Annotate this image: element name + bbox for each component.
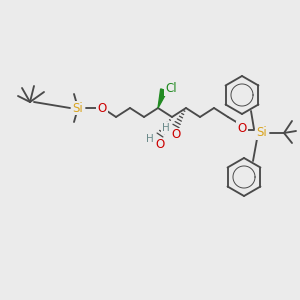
Text: H: H [162,123,170,133]
Text: O: O [155,139,165,152]
Polygon shape [158,89,167,108]
Text: O: O [237,122,247,134]
Text: Cl: Cl [165,82,177,95]
Text: Si: Si [256,127,267,140]
Text: O: O [171,128,181,142]
Text: H: H [146,134,154,144]
Text: Si: Si [73,101,83,115]
Text: O: O [98,101,106,115]
